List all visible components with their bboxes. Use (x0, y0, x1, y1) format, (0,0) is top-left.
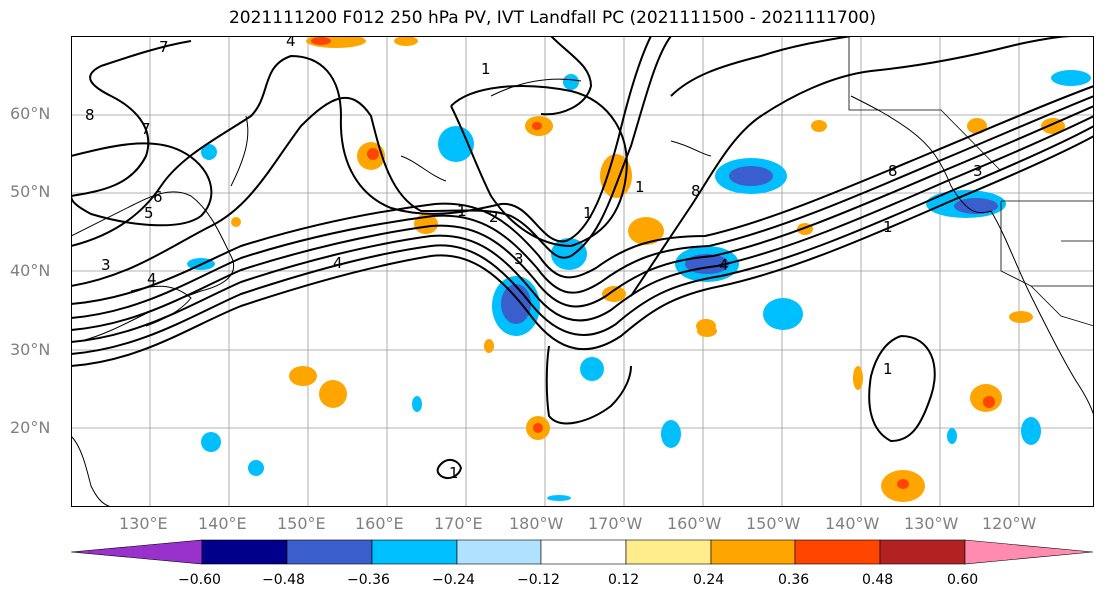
map-panel: 7 4 1 8 7 6 5 4 3 1 2 3 4 1 8 1 4 3 8 1 … (70, 32, 1095, 508)
contour-label: 8 (85, 106, 95, 124)
colorbar-cell (794, 539, 881, 565)
colorbar-tick: −0.12 (517, 572, 560, 588)
lon-label: 170°W (588, 514, 643, 533)
contour-label: 7 (159, 38, 169, 56)
lon-label: 160°W (667, 514, 722, 533)
map-canvas: 7 4 1 8 7 6 5 4 3 1 2 3 4 1 8 1 4 3 8 1 … (70, 32, 1095, 508)
contour-label: 3 (973, 162, 983, 180)
colorbar-cell (879, 539, 966, 565)
contour-label: 1 (457, 202, 467, 220)
lon-label: 140°W (825, 514, 880, 533)
contour-label: 6 (153, 188, 163, 206)
lon-label: 130°W (904, 514, 959, 533)
colorbar-cell (286, 539, 373, 565)
colorbar-extend-max (964, 539, 1094, 565)
political-borders (848, 36, 1095, 327)
colorbar-tick: 0.36 (778, 572, 810, 588)
lat-label: 50°N (10, 182, 51, 201)
contour-label: 1 (883, 218, 893, 236)
colorbar-cells (71, 539, 1094, 565)
lat-label: 40°N (10, 261, 51, 280)
lon-label: 180°W (509, 514, 564, 533)
lon-label: 130°E (119, 514, 168, 533)
colorbar-tick: −0.48 (262, 572, 305, 588)
contour-label: 1 (449, 464, 459, 482)
contour-label: 8 (888, 162, 898, 180)
ivt-shading (187, 34, 1091, 502)
colorbar-cell (201, 539, 288, 565)
pv-contours (70, 35, 1095, 479)
graticule (71, 36, 1094, 507)
contour-label: 1 (481, 60, 491, 78)
coastlines (70, 78, 1095, 508)
contour-label: 7 (141, 120, 151, 138)
contour-label: 4 (286, 36, 296, 50)
contour-label: 4 (333, 254, 343, 272)
lon-label: 150°W (746, 514, 801, 533)
lon-label: 170°E (434, 514, 483, 533)
colorbar-tick: −0.36 (347, 572, 390, 588)
map-frame (71, 36, 1094, 507)
colorbar-cell (371, 539, 458, 565)
contour-label: 1 (883, 360, 893, 378)
contour-label: 1 (635, 178, 645, 196)
colorbar-tick: 0.12 (608, 572, 640, 588)
colorbar-tick: −0.60 (178, 572, 221, 588)
lon-label: 140°E (198, 514, 247, 533)
colorbar-tick: 0.48 (862, 572, 894, 588)
colorbar-extend-min (71, 539, 203, 565)
contour-label: 5 (144, 204, 154, 222)
contour-label: 8 (691, 182, 701, 200)
lon-label: 120°W (982, 514, 1037, 533)
colorbar-cell (710, 539, 796, 565)
colorbar-tick: −0.24 (432, 572, 475, 588)
colorbar-cell (625, 539, 712, 565)
colorbar-cell (456, 539, 542, 565)
contour-label: 3 (101, 256, 111, 274)
colorbar-tick: 0.24 (693, 572, 725, 588)
map-title: 2021111200 F012 250 hPa PV, IVT Landfall… (228, 8, 876, 28)
colorbar (71, 539, 1094, 565)
contour-label: 1 (583, 204, 593, 222)
lat-label: 30°N (10, 340, 51, 359)
contour-label: 4 (719, 256, 729, 274)
colorbar-tick: 0.60 (947, 572, 979, 588)
contour-label-group: 7 4 1 8 7 6 5 4 3 1 2 3 4 1 8 1 4 3 8 1 … (85, 32, 983, 482)
contour-label: 2 (489, 208, 499, 226)
lon-label: 160°E (355, 514, 404, 533)
lat-label: 20°N (10, 418, 51, 437)
lat-label: 60°N (10, 104, 51, 123)
lon-label: 150°E (277, 514, 326, 533)
colorbar-cell (540, 539, 627, 565)
contour-label: 3 (514, 250, 524, 268)
contour-label: 4 (147, 270, 157, 288)
